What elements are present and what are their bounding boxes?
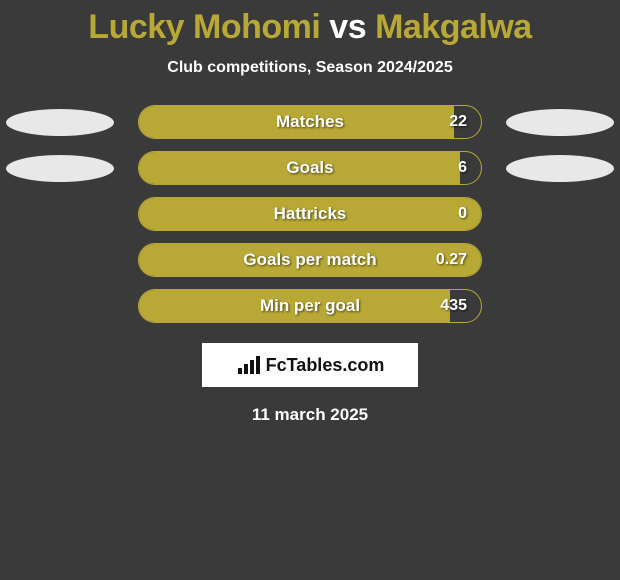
stat-value: 0 (458, 205, 467, 223)
vs-text: vs (329, 8, 366, 46)
stat-bar: Hattricks 0 (138, 197, 482, 231)
date-text: 11 march 2025 (0, 405, 620, 425)
stat-label: Goals per match (243, 250, 376, 270)
subtitle: Club competitions, Season 2024/2025 (0, 59, 620, 77)
stats-card: Lucky Mohomi vs Makgalwa Club competitio… (0, 0, 620, 425)
stat-bar: Min per goal 435 (138, 289, 482, 323)
stat-row: Goals 6 (0, 151, 620, 185)
stat-row: Matches 22 (0, 105, 620, 139)
bar-chart-icon (236, 354, 262, 376)
logo-text: FcTables.com (266, 355, 385, 376)
stat-label: Hattricks (274, 204, 347, 224)
stat-value: 22 (449, 113, 467, 131)
player2-club-ellipse (506, 155, 614, 182)
player2-name: Makgalwa (375, 8, 532, 46)
stat-row: Goals per match 0.27 (0, 243, 620, 277)
stat-label: Min per goal (260, 296, 360, 316)
stat-value: 6 (458, 159, 467, 177)
stat-value: 0.27 (436, 251, 467, 269)
stat-value: 435 (440, 297, 467, 315)
stat-row: Hattricks 0 (0, 197, 620, 231)
player1-club-ellipse (6, 109, 114, 136)
comparison-title: Lucky Mohomi vs Makgalwa (0, 8, 620, 47)
source-logo: FcTables.com (202, 343, 418, 387)
stat-bar: Goals per match 0.27 (138, 243, 482, 277)
player1-club-ellipse (6, 155, 114, 182)
stat-label: Matches (276, 112, 344, 132)
player1-name: Lucky Mohomi (88, 8, 320, 46)
player2-club-ellipse (506, 109, 614, 136)
stat-bar: Matches 22 (138, 105, 482, 139)
stat-bar: Goals 6 (138, 151, 482, 185)
stats-list: Matches 22 Goals 6 Hattricks 0 Goals per match… (0, 105, 620, 323)
stat-row: Min per goal 435 (0, 289, 620, 323)
stat-label: Goals (286, 158, 333, 178)
